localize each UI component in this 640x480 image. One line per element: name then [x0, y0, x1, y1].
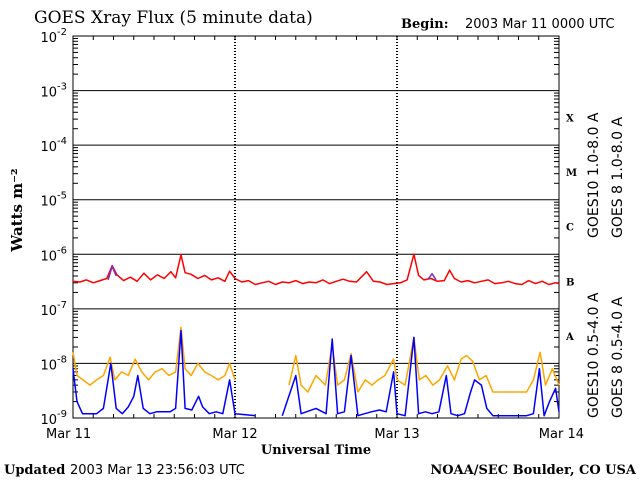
y-axis-label: Watts m⁻² — [8, 168, 26, 252]
y-tick-label: 10-5 — [40, 191, 67, 210]
series-line — [72, 326, 236, 386]
credit-text: NOAA/SEC Boulder, CO USA — [430, 463, 637, 478]
y-axis-label-group: Watts m⁻² — [8, 168, 26, 252]
begin-label: Begin: — [401, 17, 449, 32]
data-series — [72, 253, 560, 417]
y-tick-label: 10-6 — [40, 245, 67, 264]
legend-goes10-short: GOES10 0.5-4.0 A — [586, 292, 602, 418]
flare-class-label: A — [565, 332, 574, 343]
series-line — [281, 336, 560, 417]
y-tick-label: 10-8 — [40, 354, 67, 373]
x-axis-label: Universal Time — [261, 443, 371, 458]
series-line — [72, 329, 256, 417]
x-tick-label: Mar 13 — [374, 427, 419, 442]
legend-goes8-short: GOES 8 0.5-4.0 A — [610, 297, 626, 418]
legend-goes10-long: GOES10 1.0-8.0 A — [586, 112, 602, 238]
x-tick-label: Mar 14 — [539, 427, 584, 442]
x-tick-label: Mar 12 — [212, 427, 257, 442]
y-tick-labels: 10-2 10-3 10-4 10-5 10-6 10-7 10-8 10-9 — [40, 27, 67, 428]
y-tick-label: 10-9 — [40, 409, 67, 428]
series-line — [427, 272, 437, 281]
x-tick-labels: Mar 11 Mar 12 Mar 13 Mar 14 — [46, 427, 584, 442]
series-line — [288, 336, 560, 393]
y-tick-label: 10-7 — [40, 300, 67, 319]
flare-class-label: X — [566, 114, 574, 125]
series-line — [107, 265, 117, 281]
legend-goes8-short-label: GOES 8 0.5-4.0 A — [610, 297, 626, 418]
flare-class-labels: X M C B A — [565, 114, 577, 343]
y-tick-label: 10-2 — [40, 27, 67, 46]
chart-title: GOES Xray Flux (5 minute data) — [34, 8, 313, 28]
y-tick-label: 10-3 — [40, 82, 67, 101]
updated-value: 2003 Mar 13 23:56:03 UTC — [70, 463, 245, 478]
y-tick-label: 10-4 — [40, 136, 67, 155]
flare-class-label: M — [566, 168, 577, 179]
flare-class-label: B — [566, 277, 574, 288]
x-tick-label: Mar 11 — [46, 427, 91, 442]
flare-class-label: C — [566, 223, 574, 234]
plot-frame — [72, 35, 560, 419]
legend-goes8-long: GOES 8 1.0-8.0 A — [610, 117, 626, 238]
legend-goes10-long-label: GOES10 1.0-8.0 A — [586, 112, 602, 238]
grid-lines — [72, 36, 560, 418]
legend-goes8-long-label: GOES 8 1.0-8.0 A — [610, 117, 626, 238]
begin-value: 2003 Mar 11 0000 UTC — [465, 17, 615, 32]
updated-label: Updated — [4, 463, 65, 478]
legend-goes10-short-label: GOES10 0.5-4.0 A — [586, 292, 602, 418]
series-line — [72, 253, 560, 286]
